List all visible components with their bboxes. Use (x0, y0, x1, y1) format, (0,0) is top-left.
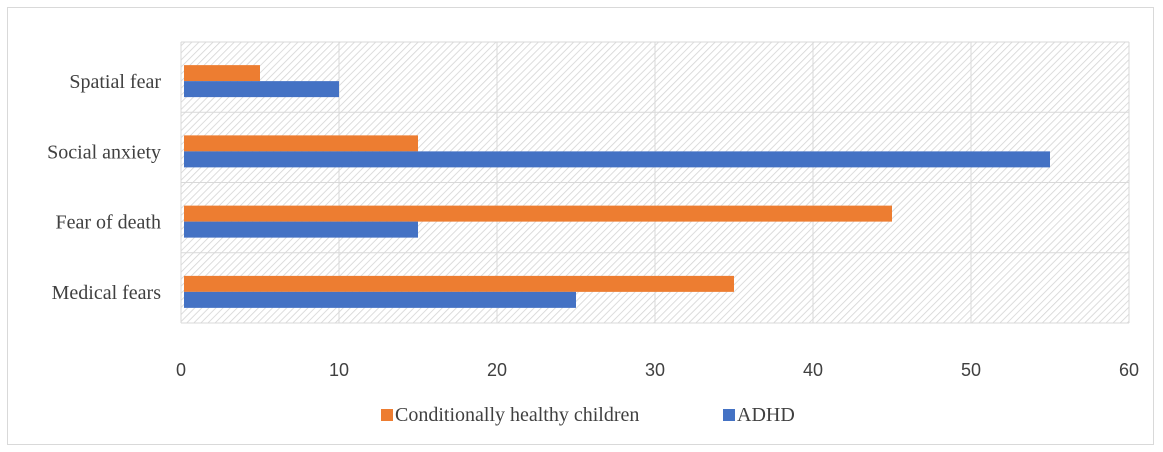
bar-adhd (184, 291, 576, 308)
x-tick-labels: 0 10 20 30 40 50 60 (176, 360, 1139, 380)
x-tick-label: 50 (961, 360, 981, 380)
legend-label: ADHD (737, 404, 795, 426)
x-tick-label: 30 (645, 360, 665, 380)
legend: Conditionally healthy children ADHD (381, 404, 795, 426)
category-label: Medical fears (52, 282, 162, 304)
x-tick-label: 0 (176, 360, 186, 380)
category-label: Fear of death (55, 212, 161, 234)
x-tick-label: 10 (329, 360, 349, 380)
bar-adhd (184, 221, 418, 238)
category-labels: Spatial fear Social anxiety Fear of death M… (47, 71, 161, 304)
x-tick-label: 60 (1119, 360, 1139, 380)
bar-healthy (184, 135, 418, 152)
category-label: Social anxiety (47, 141, 161, 163)
bar-adhd (184, 151, 1050, 168)
legend-swatch (381, 409, 393, 421)
bars (184, 65, 1050, 308)
category-label: Spatial fear (69, 71, 161, 93)
bar-healthy (184, 65, 260, 82)
x-tick-label: 40 (803, 360, 823, 380)
bar-adhd (184, 81, 339, 98)
legend-swatch (723, 409, 735, 421)
legend-label: Conditionally healthy children (395, 404, 639, 426)
bar-healthy (184, 275, 734, 292)
bar-healthy (184, 205, 892, 222)
x-tick-label: 20 (487, 360, 507, 380)
